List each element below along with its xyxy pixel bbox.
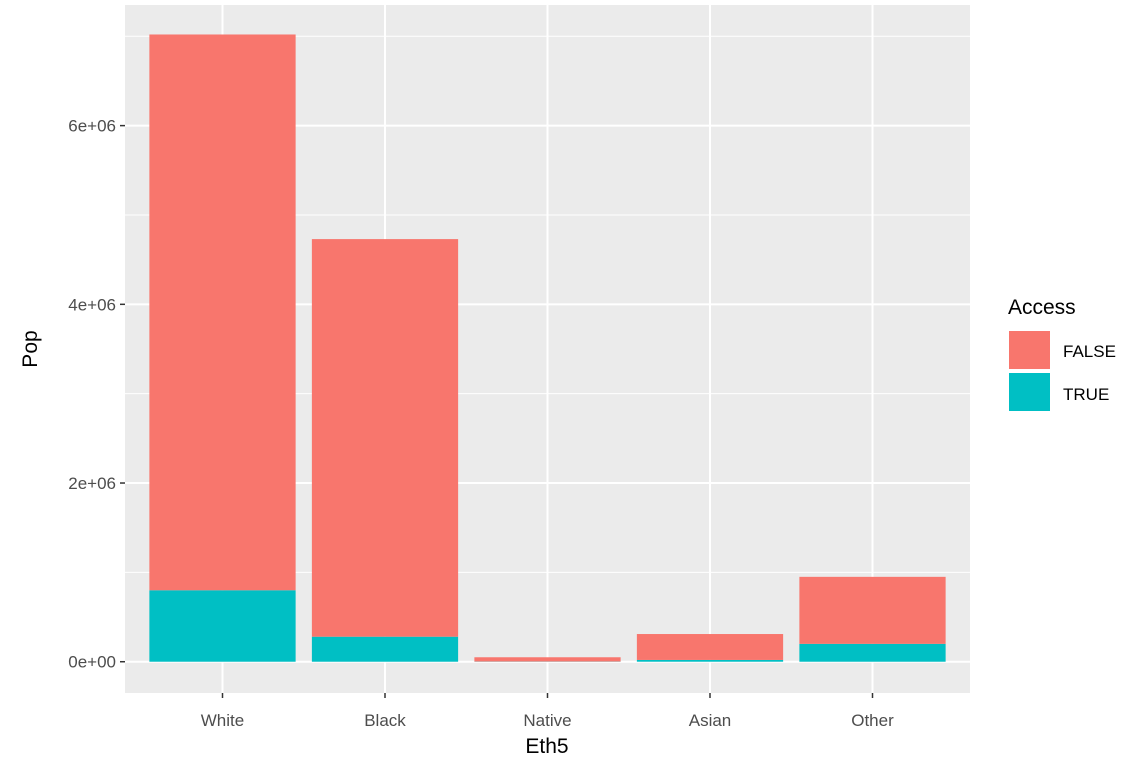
x-tick-label: Black — [364, 711, 406, 730]
x-tick-label: White — [201, 711, 244, 730]
bar-true-black — [311, 636, 459, 662]
y-tick-label: 0e+00 — [68, 653, 116, 672]
y-axis-title: Pop — [19, 330, 42, 367]
legend-label-false: FALSE — [1063, 342, 1116, 361]
x-tick-label: Native — [523, 711, 571, 730]
legend: Access FALSE TRUE — [1008, 296, 1116, 411]
bar-false-other — [799, 576, 946, 644]
bar-false-native — [474, 657, 621, 662]
y-tick-label: 6e+06 — [68, 117, 116, 136]
bar-true-other — [799, 643, 946, 662]
x-axis-title: Eth5 — [525, 735, 568, 758]
bar-true-asian — [636, 659, 784, 662]
bar-false-asian — [636, 634, 784, 660]
legend-title: Access — [1008, 296, 1076, 319]
legend-key-false — [1009, 331, 1050, 369]
y-tick-label: 2e+06 — [68, 474, 116, 493]
y-axis: 0e+00 2e+06 4e+06 6e+06 — [68, 117, 125, 672]
legend-label-true: TRUE — [1063, 385, 1109, 404]
bar-false-black — [311, 239, 459, 637]
x-tick-label: Asian — [689, 711, 732, 730]
x-tick-label: Other — [851, 711, 894, 730]
bars — [149, 34, 946, 662]
legend-key-true — [1009, 373, 1050, 411]
bar-true-white — [149, 590, 296, 662]
x-axis: White Black Native Asian Other — [201, 693, 894, 730]
y-tick-label: 4e+06 — [68, 295, 116, 314]
bar-false-white — [149, 34, 296, 591]
